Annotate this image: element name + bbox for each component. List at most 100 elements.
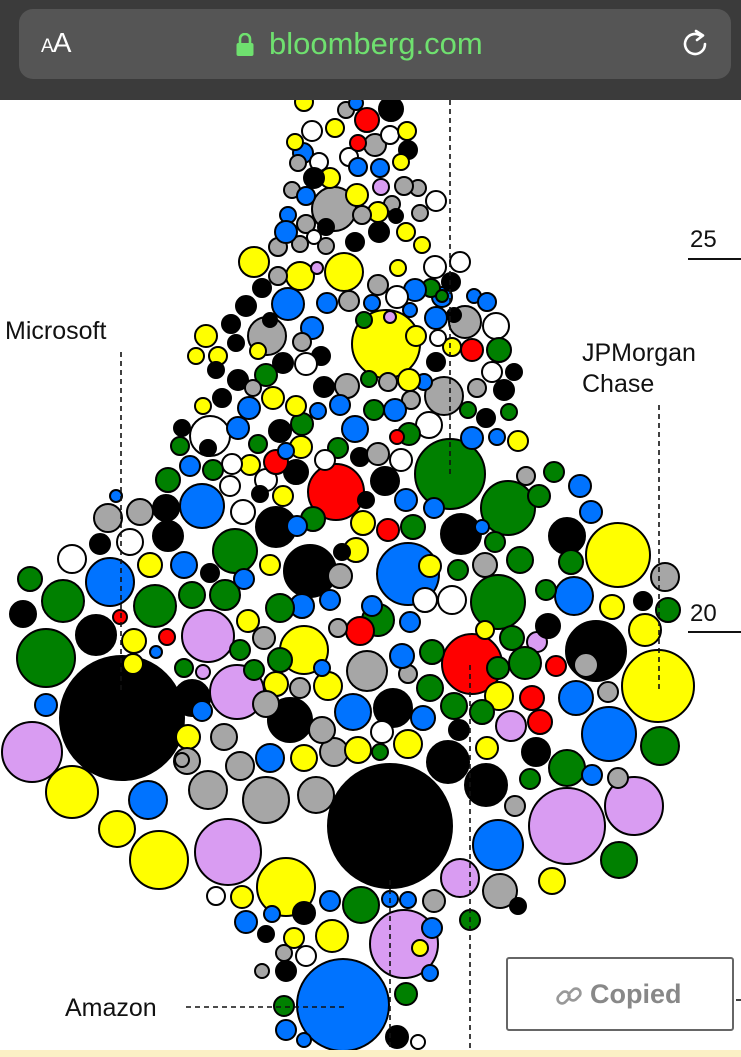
bubble — [480, 480, 536, 536]
bubble — [599, 594, 625, 620]
bubble — [173, 419, 191, 437]
bubble — [152, 494, 180, 522]
bubble — [426, 740, 470, 784]
bubble — [324, 252, 364, 292]
bubble — [385, 285, 409, 309]
bubble — [372, 178, 390, 196]
bubble — [548, 517, 586, 555]
bubble — [477, 292, 497, 312]
bubble — [394, 176, 414, 196]
bubble — [179, 455, 201, 477]
bubble — [360, 370, 378, 388]
address-bar[interactable]: AA bloomberg.com — [19, 9, 731, 79]
bubble — [543, 461, 565, 483]
bubble — [426, 352, 446, 372]
bubble — [252, 278, 272, 298]
bubble — [470, 574, 526, 630]
bubble — [558, 549, 584, 575]
bubble — [292, 332, 312, 352]
bubble — [273, 995, 295, 1017]
bubble — [126, 498, 154, 526]
bubble — [252, 690, 280, 718]
bubble — [389, 448, 413, 472]
bubble — [267, 647, 293, 673]
bubble — [268, 419, 292, 443]
bubble — [207, 361, 225, 379]
bubble — [109, 489, 123, 503]
reload-icon[interactable] — [678, 27, 712, 61]
bubble — [319, 890, 341, 912]
bubble — [369, 909, 439, 979]
bubble — [495, 710, 527, 742]
bubble — [303, 167, 325, 189]
bubble — [309, 402, 327, 420]
bubble — [57, 544, 87, 574]
bubble — [316, 292, 338, 314]
bubble — [294, 352, 318, 376]
bubble — [200, 563, 220, 583]
bubble — [327, 763, 453, 889]
bubble — [548, 749, 586, 787]
bubble — [640, 726, 680, 766]
bubble — [237, 396, 261, 420]
bubble — [389, 643, 415, 669]
bubble — [174, 658, 194, 678]
bubble — [383, 310, 397, 324]
bubble — [399, 611, 421, 633]
bubble — [306, 229, 322, 245]
bubble — [442, 337, 462, 357]
bubble — [383, 398, 407, 422]
bubble — [429, 329, 447, 347]
bubble — [178, 581, 206, 609]
bubble — [314, 449, 336, 471]
bubble — [272, 352, 294, 374]
bubble — [447, 559, 469, 581]
bubble — [460, 338, 484, 362]
bubble — [327, 563, 353, 589]
bubble — [235, 295, 257, 317]
bubble — [554, 576, 594, 616]
bubble — [290, 744, 318, 772]
text-size-button[interactable]: AA — [41, 27, 71, 58]
bubble — [459, 401, 477, 419]
bubble — [348, 100, 364, 111]
bottom-edge — [0, 1050, 741, 1057]
bubble — [363, 399, 385, 421]
bubble — [236, 609, 260, 633]
bubble — [449, 251, 471, 273]
bubble — [505, 363, 523, 381]
bubble-chart — [1, 100, 741, 1057]
bubble — [158, 628, 176, 646]
bubble — [607, 767, 629, 789]
bubble — [421, 964, 439, 982]
bubble — [297, 776, 335, 814]
bubble — [579, 500, 603, 524]
bubble — [385, 1025, 409, 1049]
bubble — [371, 743, 389, 761]
bubble — [600, 841, 638, 879]
bubble — [411, 204, 429, 222]
bubble — [128, 780, 168, 820]
bubble — [283, 927, 305, 949]
bubble — [313, 671, 343, 701]
url-domain[interactable]: bloomberg.com — [269, 26, 483, 61]
bubble — [350, 510, 376, 536]
bubble — [296, 214, 316, 234]
bubble — [149, 645, 163, 659]
bubble — [472, 819, 524, 871]
axis-tick-line-20 — [688, 631, 741, 633]
bubble — [413, 236, 431, 254]
bubble — [504, 795, 526, 817]
bubble — [488, 428, 506, 446]
bubble — [170, 551, 198, 579]
label-amazon: Amazon — [65, 994, 157, 1022]
bubble — [289, 154, 307, 172]
bubble — [317, 218, 335, 236]
bubble — [333, 543, 351, 561]
bubble — [389, 259, 407, 277]
bubble — [194, 324, 218, 348]
bubble — [469, 699, 495, 725]
bubble — [423, 255, 447, 279]
bubble — [254, 963, 270, 979]
bubble — [440, 858, 480, 898]
